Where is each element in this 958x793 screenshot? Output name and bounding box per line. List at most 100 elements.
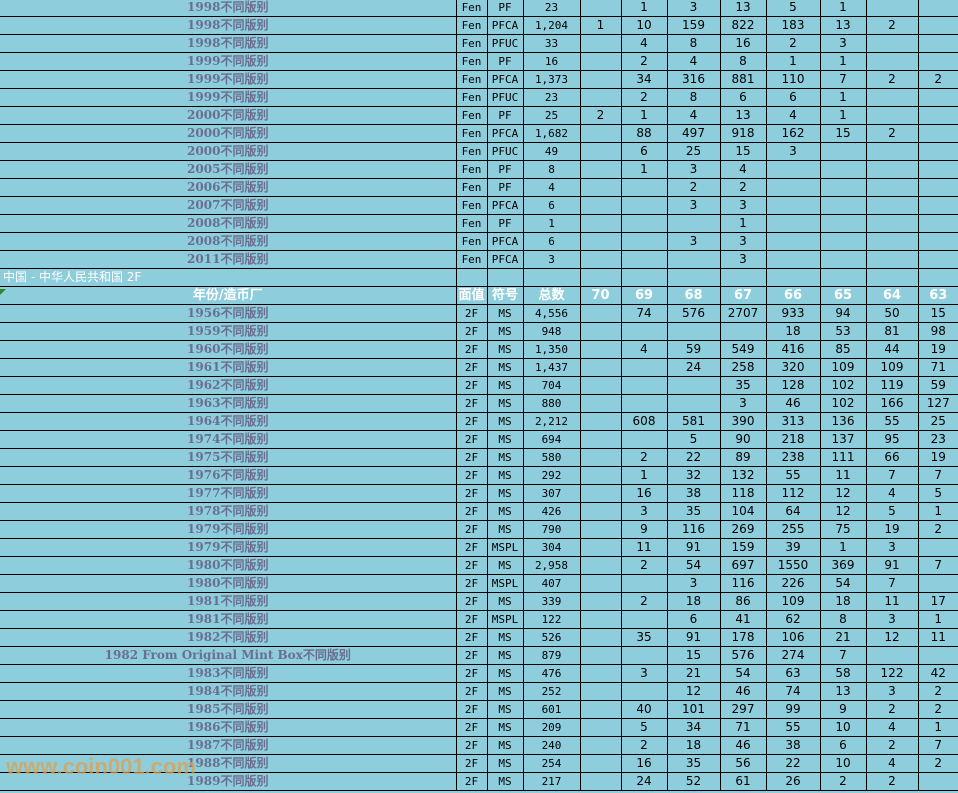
- denomination-cell[interactable]: Fen: [455, 88, 487, 107]
- year-mint-cell[interactable]: 1977不同版别: [0, 484, 456, 503]
- grade-count-cell[interactable]: 16: [719, 34, 766, 53]
- grade-count-cell[interactable]: [620, 574, 667, 593]
- grade-count-cell[interactable]: [666, 322, 720, 341]
- grade-count-cell[interactable]: 2: [620, 52, 667, 71]
- grade-count-cell[interactable]: 74: [620, 304, 667, 323]
- denomination-cell[interactable]: 2F: [455, 718, 487, 737]
- grade-count-cell[interactable]: [579, 394, 621, 413]
- symbol-cell[interactable]: PFUC: [486, 142, 523, 161]
- grade-count-cell[interactable]: 137: [819, 430, 866, 449]
- total-cell[interactable]: 3: [522, 250, 580, 269]
- grade-count-cell[interactable]: 3: [666, 232, 720, 251]
- grade-count-cell[interactable]: 54: [666, 556, 720, 575]
- grade-count-cell[interactable]: [579, 412, 621, 431]
- year-mint-cell[interactable]: 1999不同版别: [0, 70, 456, 89]
- symbol-cell[interactable]: MS: [486, 394, 523, 413]
- grade-count-cell[interactable]: 46: [719, 682, 766, 701]
- grade-count-cell[interactable]: 4: [620, 34, 667, 53]
- grade-count-cell[interactable]: [579, 646, 621, 665]
- grade-count-cell[interactable]: 11: [865, 592, 918, 611]
- grade-count-cell[interactable]: 52: [666, 772, 720, 791]
- grade-count-cell[interactable]: 15: [917, 304, 958, 323]
- total-cell[interactable]: 1,350: [522, 340, 580, 359]
- year-mint-cell[interactable]: 1998不同版别: [0, 16, 456, 35]
- empty-cell[interactable]: [719, 268, 766, 287]
- grade-count-cell[interactable]: 24: [666, 358, 720, 377]
- symbol-cell[interactable]: PF: [486, 178, 523, 197]
- grade-count-cell[interactable]: [819, 142, 866, 161]
- year-mint-cell[interactable]: 1987不同版别: [0, 736, 456, 755]
- grade-count-cell[interactable]: 4: [666, 106, 720, 125]
- grade-count-cell[interactable]: 218: [765, 430, 820, 449]
- grade-count-cell[interactable]: 183: [765, 16, 820, 35]
- grade-count-cell[interactable]: 53: [819, 322, 866, 341]
- grade-count-cell[interactable]: 7: [917, 736, 958, 755]
- denomination-cell[interactable]: Fen: [455, 52, 487, 71]
- grade-count-cell[interactable]: 23: [917, 430, 958, 449]
- grade-count-cell[interactable]: [917, 124, 958, 143]
- symbol-cell[interactable]: MS: [486, 412, 523, 431]
- symbol-cell[interactable]: MS: [486, 430, 523, 449]
- grade-count-cell[interactable]: [579, 376, 621, 395]
- total-cell[interactable]: 526: [522, 628, 580, 647]
- grade-count-cell[interactable]: 18: [666, 592, 720, 611]
- denomination-cell[interactable]: 2F: [455, 412, 487, 431]
- grade-count-cell[interactable]: [917, 52, 958, 71]
- year-mint-cell[interactable]: 1979不同版别: [0, 538, 456, 557]
- denomination-cell[interactable]: 2F: [455, 484, 487, 503]
- total-cell[interactable]: 2,958: [522, 556, 580, 575]
- year-mint-cell[interactable]: 2005不同版别: [0, 160, 456, 179]
- grade-count-cell[interactable]: [579, 124, 621, 143]
- total-cell[interactable]: 1,682: [522, 124, 580, 143]
- grade-count-cell[interactable]: 119: [865, 376, 918, 395]
- grade-count-cell[interactable]: [865, 0, 918, 17]
- empty-cell[interactable]: [819, 268, 866, 287]
- total-cell[interactable]: 6: [522, 196, 580, 215]
- grade-count-cell[interactable]: 10: [819, 754, 866, 773]
- grade-count-cell[interactable]: 12: [865, 628, 918, 647]
- grade-count-cell[interactable]: 822: [719, 16, 766, 35]
- grade-count-cell[interactable]: 3: [719, 232, 766, 251]
- year-mint-cell[interactable]: 2000不同版别: [0, 142, 456, 161]
- grade-count-cell[interactable]: [917, 538, 958, 557]
- empty-cell[interactable]: [620, 268, 667, 287]
- grade-count-cell[interactable]: 71: [719, 718, 766, 737]
- total-cell[interactable]: 304: [522, 538, 580, 557]
- denomination-cell[interactable]: 2F: [455, 502, 487, 521]
- grade-count-cell[interactable]: 18: [765, 322, 820, 341]
- grade-count-cell[interactable]: 3: [865, 610, 918, 629]
- grade-count-cell[interactable]: 3: [819, 34, 866, 53]
- total-cell[interactable]: 49: [522, 142, 580, 161]
- grade-count-cell[interactable]: 89: [719, 448, 766, 467]
- grade-count-cell[interactable]: 1: [579, 16, 621, 35]
- symbol-cell[interactable]: PF: [486, 214, 523, 233]
- grade-count-cell[interactable]: 313: [765, 412, 820, 431]
- grade-count-cell[interactable]: [579, 700, 621, 719]
- grade-count-cell[interactable]: [579, 520, 621, 539]
- grade-count-cell[interactable]: 88: [620, 124, 667, 143]
- grade-count-cell[interactable]: [620, 214, 667, 233]
- denomination-cell[interactable]: Fen: [455, 214, 487, 233]
- symbol-cell[interactable]: MS: [486, 466, 523, 485]
- grade-count-cell[interactable]: [865, 196, 918, 215]
- symbol-cell[interactable]: MS: [486, 592, 523, 611]
- grade-count-cell[interactable]: [917, 34, 958, 53]
- symbol-cell[interactable]: PF: [486, 106, 523, 125]
- year-mint-cell[interactable]: 1956不同版别: [0, 304, 456, 323]
- year-mint-cell[interactable]: 1982 From Original Mint Box不同版别: [0, 646, 456, 665]
- grade-count-cell[interactable]: 1: [819, 538, 866, 557]
- year-mint-cell[interactable]: 1962不同版别: [0, 376, 456, 395]
- grade-count-cell[interactable]: 4: [719, 160, 766, 179]
- grade-count-cell[interactable]: 4: [865, 484, 918, 503]
- grade-count-cell[interactable]: 81: [865, 322, 918, 341]
- grade-count-cell[interactable]: [917, 772, 958, 791]
- denomination-cell[interactable]: 2F: [455, 628, 487, 647]
- grade-count-cell[interactable]: 369: [819, 556, 866, 575]
- grade-count-cell[interactable]: [819, 196, 866, 215]
- grade-count-cell[interactable]: 111: [819, 448, 866, 467]
- grade-count-cell[interactable]: 2: [917, 682, 958, 701]
- grade-count-cell[interactable]: 2: [917, 754, 958, 773]
- total-cell[interactable]: 209: [522, 718, 580, 737]
- year-mint-cell[interactable]: 1980不同版别: [0, 574, 456, 593]
- grade-count-cell[interactable]: 66: [865, 448, 918, 467]
